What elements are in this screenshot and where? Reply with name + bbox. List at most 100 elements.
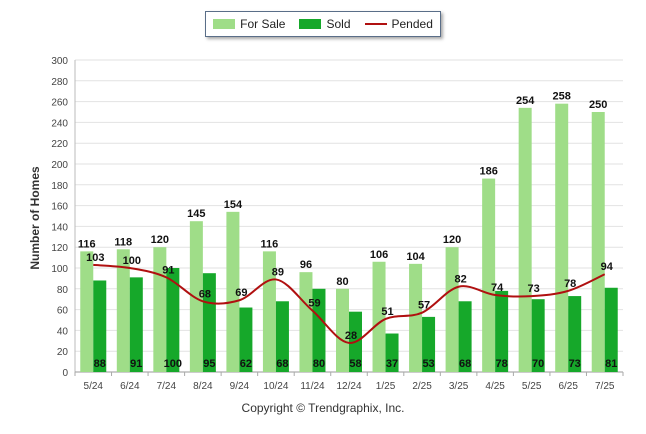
data-label-for-sale: 145 [187,208,205,220]
legend-item-sold: Sold [299,17,351,31]
y-tick-label: 40 [57,326,69,337]
x-tick-label: 9/24 [230,381,250,392]
data-label-pended: 89 [272,266,284,278]
data-label-sold: 80 [313,358,325,370]
data-label-pended: 57 [418,300,430,312]
bar-sold [239,307,253,372]
data-label-for-sale: 80 [336,276,348,288]
data-label-sold: 78 [496,358,508,370]
legend-item-pended: Pended [364,17,433,31]
y-tick-label: 20 [57,347,69,358]
bar-sold [202,273,216,372]
data-label-for-sale: 116 [78,238,96,250]
data-label-pended: 94 [601,261,614,273]
x-tick-label: 4/25 [485,381,505,392]
data-label-sold: 62 [240,358,252,370]
y-tick-label: 240 [51,118,68,129]
legend-swatch-sold [299,19,322,29]
y-tick-label: 200 [51,160,68,171]
bar-for-sale [80,251,94,372]
data-label-pended: 51 [381,306,393,318]
y-tick-label: 300 [51,56,68,67]
y-axis-label: Number of Homes [28,166,42,270]
data-label-sold: 73 [569,358,581,370]
data-label-pended: 78 [564,278,576,290]
x-tick-label: 6/25 [558,381,578,392]
bar-for-sale [116,249,130,372]
bar-sold [93,280,107,372]
copyright-footer: Copyright © Trendgraphix, Inc. [241,401,405,415]
bar-sold [129,277,143,372]
bar-sold [604,287,618,372]
bar-sold [385,333,399,372]
x-tick-label: 1/25 [376,381,396,392]
data-label-sold: 58 [349,358,361,370]
legend-swatch-for-sale [213,19,236,29]
data-label-for-sale: 154 [224,199,243,211]
legend-label-sold: Sold [326,17,351,31]
y-tick-label: 60 [57,306,69,317]
legend-label-pended: Pended [391,17,433,31]
data-label-sold: 68 [276,358,288,370]
data-label-sold: 100 [164,358,182,370]
y-tick-label: 100 [51,264,68,275]
data-label-for-sale: 118 [114,236,132,248]
x-tick-label: 10/24 [263,381,288,392]
data-label-pended: 91 [162,264,174,276]
bar-sold [495,290,509,372]
x-tick-label: 12/24 [336,381,361,392]
y-tick-label: 160 [51,202,68,213]
data-label-sold: 68 [459,358,471,370]
x-tick-label: 3/25 [449,381,469,392]
data-label-pended: 28 [345,330,357,342]
bar-for-sale [409,263,423,372]
data-label-for-sale: 104 [406,251,425,263]
legend-swatch-pended [364,23,387,25]
data-label-for-sale: 96 [300,259,312,271]
data-label-for-sale: 254 [516,95,535,107]
data-label-for-sale: 258 [553,91,571,103]
x-tick-label: 2/25 [412,381,432,392]
bar-for-sale [336,288,349,372]
x-tick-label: 7/25 [595,381,615,392]
legend: For Sale Sold Pended [205,11,441,37]
data-label-for-sale: 120 [443,234,461,246]
data-label-sold: 88 [94,358,106,370]
bar-sold [568,296,582,372]
data-label-sold: 37 [386,358,398,370]
bar-for-sale [226,211,240,372]
data-label-pended: 82 [454,274,466,286]
data-label-sold: 70 [532,358,544,370]
data-label-sold: 81 [605,358,617,370]
data-label-sold: 53 [422,358,434,370]
data-label-for-sale: 186 [479,166,497,178]
bar-sold [275,301,289,372]
data-label-pended: 59 [308,298,320,310]
data-label-pended: 103 [86,252,104,264]
bar-sold [531,299,545,372]
data-label-sold: 95 [203,358,215,370]
bar-sold [312,288,326,372]
y-tick-label: 280 [51,77,68,88]
x-tick-label: 8/24 [193,381,213,392]
data-label-for-sale: 106 [370,249,388,261]
bar-for-sale [153,247,167,372]
bar-sold [422,316,436,372]
data-label-sold: 91 [130,358,142,370]
data-label-pended: 100 [123,255,141,267]
data-label-for-sale: 250 [589,99,607,111]
data-label-pended: 69 [235,287,247,299]
x-tick-label: 5/24 [84,381,104,392]
bar-for-sale [482,178,496,372]
y-tick-label: 120 [51,243,68,254]
bar-for-sale [189,221,203,372]
data-label-pended: 73 [528,283,540,295]
x-tick-label: 6/24 [120,381,140,392]
y-tick-label: 260 [51,98,68,109]
bar-for-sale [372,261,386,372]
line-pended [93,263,606,344]
y-tick-label: 180 [51,181,68,192]
bar-for-sale [445,247,459,372]
bar-for-sale [555,103,569,373]
